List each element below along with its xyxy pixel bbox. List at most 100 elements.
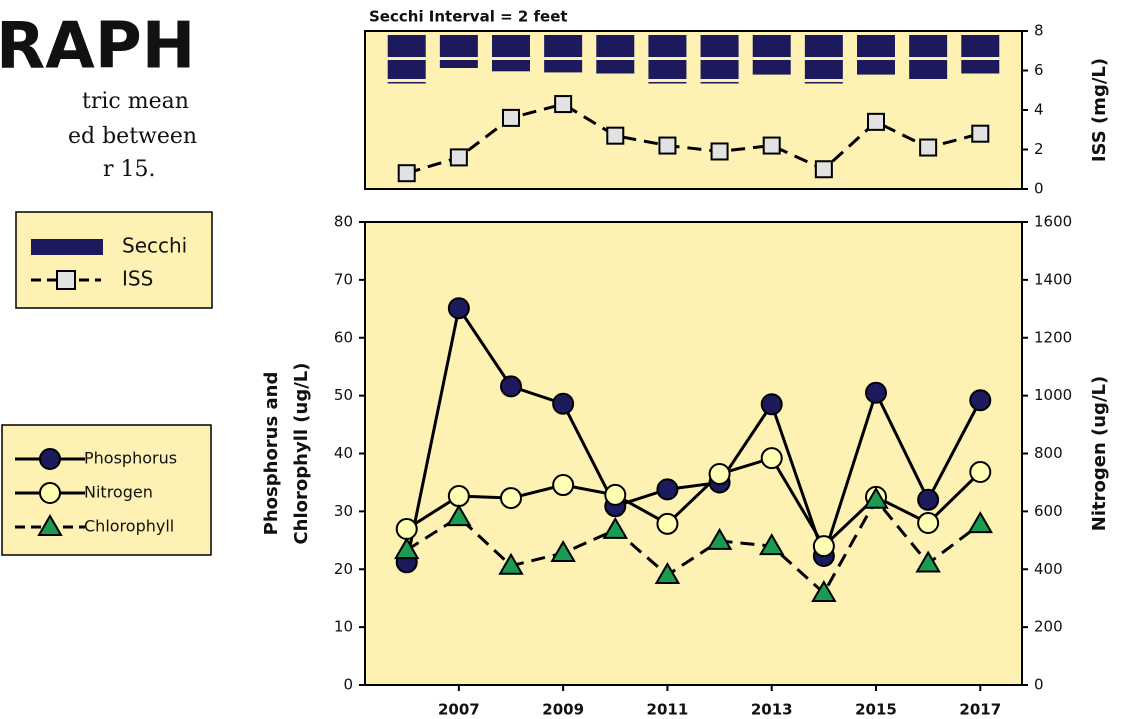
data-point: [500, 375, 522, 398]
secchi-bar: [804, 60, 843, 79]
data-point: [550, 540, 576, 563]
data-point: [658, 136, 677, 155]
y2-tick-label: 1200: [1034, 328, 1072, 346]
data-point: [447, 297, 470, 320]
y2-tick-label: 6: [1034, 61, 1044, 79]
legend-label: Nitrogen: [84, 483, 153, 502]
y2-tick-label: 0: [1034, 676, 1044, 694]
data-point: [865, 381, 887, 404]
legend-box: [15, 211, 213, 309]
y-tick-label: 0: [343, 676, 353, 694]
plot-area: [364, 30, 1023, 190]
x-tick-label: 2015: [855, 701, 897, 719]
y2-tick-label: 1600: [1034, 213, 1072, 231]
x-tick-label: 2017: [959, 701, 1001, 719]
y-tick-label: 80: [334, 213, 353, 231]
data-point: [606, 126, 625, 145]
y2-tick-label: 1400: [1034, 270, 1072, 288]
data-point: [446, 504, 472, 527]
legend-label: Chlorophyll: [84, 517, 174, 536]
legend-marker: [56, 270, 76, 290]
secchi-bar: [700, 82, 739, 84]
y-tick-label: 50: [334, 386, 353, 404]
secchi-bar: [909, 60, 948, 79]
data-point: [915, 550, 941, 573]
y-tick-label: 70: [334, 270, 353, 288]
data-point: [395, 518, 418, 541]
secchi-bar: [648, 82, 687, 84]
y2-tick-label: 4: [1034, 101, 1044, 119]
secchi-bar: [596, 60, 635, 74]
data-point: [654, 562, 681, 585]
secchi-bar: [961, 35, 1000, 57]
data-point: [397, 164, 416, 183]
data-point: [604, 483, 627, 506]
data-point: [552, 474, 575, 497]
data-point: [867, 112, 885, 131]
y-tick-label: 10: [334, 618, 353, 636]
data-point: [602, 516, 629, 539]
secchi-bar: [700, 35, 739, 57]
secchi-bar: [387, 60, 426, 79]
secchi-bar: [909, 35, 948, 57]
data-point: [760, 447, 783, 470]
legend-marker: [37, 514, 63, 536]
y-tick-label: 60: [334, 328, 353, 346]
legend-marker: [39, 448, 61, 470]
data-point: [498, 552, 524, 575]
data-point: [708, 463, 731, 486]
y2-tick-label: 0: [1034, 180, 1044, 198]
chart-title: Secchi Interval = 2 feet: [369, 8, 568, 26]
secchi-bar: [439, 60, 478, 68]
data-point: [814, 160, 833, 179]
data-point: [656, 478, 679, 501]
secchi-bar: [492, 60, 530, 72]
secchi-bar: [961, 60, 1000, 74]
data-point: [447, 485, 470, 508]
data-point: [706, 527, 733, 550]
y-tick-label: 30: [334, 502, 353, 520]
intro-line: r 15.: [103, 157, 156, 182]
secchi-bar: [804, 82, 843, 84]
secchi-bar: [648, 60, 687, 79]
legend-swatch: [31, 239, 103, 255]
y2-axis-label: ISS (mg/L): [1089, 58, 1110, 162]
data-point: [967, 511, 994, 534]
intro-line: ed between: [68, 124, 197, 149]
secchi-bar: [648, 35, 687, 57]
y-axis-label: Chlorophyll (ug/L): [291, 362, 312, 544]
series-line: [405, 304, 982, 563]
legend-marker: [39, 482, 61, 504]
data-point: [812, 535, 835, 558]
secchi-bar: [387, 82, 426, 84]
legend-label: Phosphorus: [84, 449, 177, 468]
plot-area: [364, 221, 1023, 686]
data-point: [554, 95, 573, 114]
data-point: [656, 512, 679, 535]
y2-tick-label: 2: [1034, 140, 1044, 158]
y2-tick-label: 400: [1034, 560, 1063, 578]
legend-box: [1, 424, 212, 556]
data-point: [500, 487, 522, 510]
x-tick-label: 2009: [542, 701, 584, 719]
x-tick-label: 2011: [647, 701, 689, 719]
x-tick-label: 2007: [438, 701, 480, 719]
secchi-bar: [804, 35, 843, 57]
series-line: [405, 497, 982, 596]
secchi-bar: [857, 60, 895, 75]
secchi-bar: [439, 35, 478, 57]
secchi-bar: [492, 35, 530, 57]
data-point: [811, 579, 837, 602]
secchi-bar: [387, 35, 426, 57]
page-title: RAPH: [0, 10, 195, 84]
y-tick-label: 20: [334, 560, 353, 578]
data-point: [919, 138, 938, 157]
data-point: [863, 486, 889, 509]
legend-label: ISS: [122, 267, 153, 291]
secchi-bar: [700, 60, 739, 79]
legend-label: Secchi: [122, 234, 187, 258]
y2-tick-label: 1000: [1034, 386, 1072, 404]
data-point: [971, 124, 990, 143]
data-point: [762, 136, 781, 155]
